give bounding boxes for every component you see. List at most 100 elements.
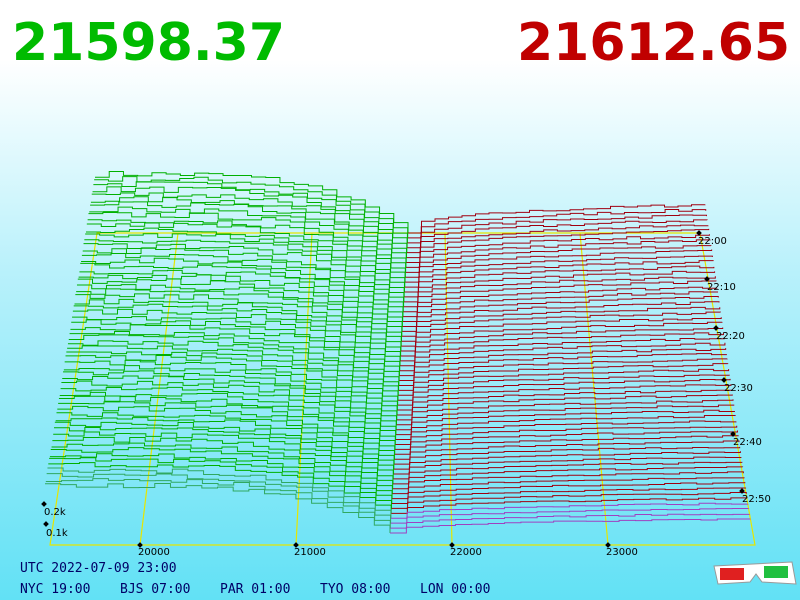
- ask-depth-line: [390, 502, 749, 519]
- ask-depth-line: [403, 286, 718, 313]
- ask-depth-line: [405, 255, 713, 283]
- price-label: 20000: [138, 547, 170, 558]
- ask-depth-line: [395, 430, 738, 450]
- ask-depth-line: [395, 420, 737, 441]
- ask-depth-line: [394, 435, 739, 455]
- ask-depth-line: [407, 214, 707, 244]
- bid-depth-line: [92, 186, 408, 248]
- 3d-glasses-button[interactable]: [713, 561, 797, 585]
- ask-depth-line: [393, 451, 741, 470]
- time-label: 22:50: [742, 494, 771, 505]
- tick: [293, 542, 299, 548]
- ask-depth-line: [400, 332, 724, 357]
- ask-depth-line: [406, 224, 709, 254]
- ask-depth-line: [408, 204, 706, 234]
- bid-depth-line: [48, 462, 392, 514]
- ask-depth-line: [393, 461, 743, 480]
- bid-depth-line: [76, 284, 403, 342]
- red-lens: [720, 568, 744, 580]
- ask-depth-line: [401, 317, 722, 342]
- ask-depth-line: [403, 280, 717, 308]
- tick: [605, 542, 611, 548]
- bid-depth-line: [84, 239, 405, 297]
- ask-depth-line: [391, 497, 748, 514]
- bid-depth-line: [58, 395, 396, 450]
- ask-depth-line: [390, 518, 751, 534]
- price-label: 23000: [606, 547, 638, 558]
- bid-depth-line: [64, 359, 398, 415]
- bid-depth-line: [94, 176, 409, 238]
- ask-depth-line: [400, 327, 724, 352]
- ask-depth-line: [400, 342, 726, 367]
- clock: BJS 07:00: [120, 582, 190, 597]
- ask-depth-line: [392, 471, 744, 490]
- bid-depth-line: [69, 331, 400, 386]
- bid-depth-line: [73, 303, 401, 361]
- bid-depth-line: [93, 181, 408, 243]
- ask-depth-line: [405, 239, 711, 268]
- tick: [721, 377, 727, 383]
- bid-depth-line: [85, 227, 406, 288]
- bid-depth-line: [86, 222, 406, 283]
- bid-depth-line: [83, 243, 405, 302]
- ask-depth-line: [398, 363, 729, 386]
- ask-depth-line: [395, 414, 736, 436]
- bid-depth-line: [91, 192, 408, 253]
- bid-depth-line: [90, 201, 407, 263]
- bid-depth-line: [46, 473, 392, 524]
- ask-depth-line: [398, 374, 730, 396]
- ask-depth-line: [394, 440, 740, 460]
- bid-depth-line: [49, 457, 392, 509]
- bid-depth-line: [50, 447, 393, 499]
- tick: [43, 521, 49, 527]
- clock: TYO 08:00: [320, 582, 390, 597]
- time-label: 22:00: [698, 236, 727, 247]
- time-axis: 22:00 22:10 22:20 22:30 22:40 22:50: [698, 236, 771, 505]
- ask-depth-line: [402, 291, 719, 318]
- ask-depth-line: [404, 265, 715, 293]
- bid-depth-line: [45, 483, 391, 533]
- ask-depth-line: [398, 368, 730, 391]
- bid-depth-line: [65, 355, 398, 411]
- time-label: 22:30: [724, 383, 753, 394]
- ask-depth-line: [407, 219, 708, 249]
- clock: LON 00:00: [420, 582, 490, 597]
- ask-depth-line: [395, 425, 738, 445]
- bid-depth-line: [70, 324, 400, 381]
- bid-depth-line: [67, 345, 399, 401]
- ask-depth-line: [392, 482, 746, 500]
- ask-depth-line: [396, 409, 736, 431]
- bid-depth-line: [61, 380, 397, 435]
- bid-depth-line: [45, 478, 391, 529]
- tick: [739, 488, 745, 494]
- ask-depth-line: [392, 466, 744, 485]
- ask-depth-line: [390, 507, 750, 524]
- ask-depth-line: [402, 301, 720, 327]
- price-axis: 20000 21000 22000 23000: [138, 547, 638, 558]
- tick: [730, 431, 736, 437]
- bid-depth-line: [67, 340, 399, 396]
- ask-depth-line: [404, 270, 716, 298]
- ask-price: 21612.65: [517, 13, 790, 73]
- bid-depth-line: [56, 412, 395, 465]
- ask-depth-line: [399, 358, 728, 382]
- bid-depth-line: [80, 262, 404, 322]
- tick: [137, 542, 143, 548]
- bid-depth-line: [89, 206, 407, 268]
- ask-depth-line: [390, 513, 750, 529]
- tick: [704, 276, 710, 282]
- ask-depth-line: [396, 399, 734, 421]
- bid-depth-line: [95, 170, 409, 233]
- bid-depth-line: [57, 405, 395, 460]
- bid-depth-line: [54, 426, 394, 479]
- ask-depth-line: [397, 378, 731, 401]
- bid-depth-line: [81, 257, 404, 317]
- ask-depth-line: [405, 245, 712, 273]
- ask-depth-line: [402, 296, 719, 323]
- tick-markers: [41, 230, 745, 548]
- tick: [41, 501, 47, 507]
- ask-depth-line: [400, 337, 725, 362]
- ask-depth-line: [391, 487, 747, 504]
- ask-depth-line: [397, 394, 733, 416]
